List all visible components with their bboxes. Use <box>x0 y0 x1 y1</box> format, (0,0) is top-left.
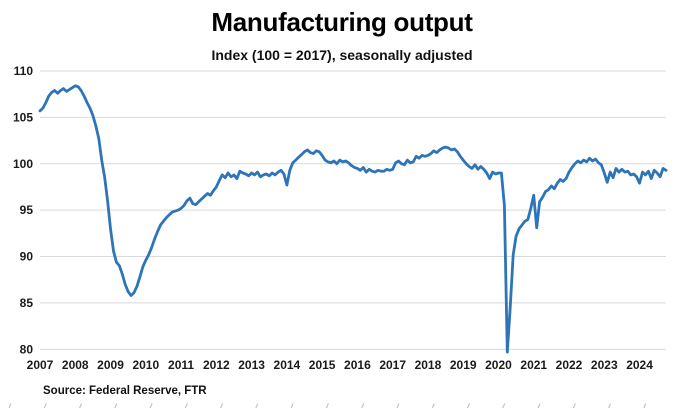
x-tick-label-2020: 2020 <box>485 358 512 372</box>
chart-title: Manufacturing output <box>211 7 473 37</box>
bottom-tick-mark <box>325 403 329 408</box>
bottom-tick-mark <box>608 403 612 408</box>
x-tick-label-2019: 2019 <box>450 358 477 372</box>
y-tick-label-95: 95 <box>20 203 34 217</box>
gridlines <box>40 70 666 350</box>
x-tick-label-2015: 2015 <box>309 358 336 372</box>
bottom-edge-tick-marks <box>8 403 647 408</box>
bottom-tick-mark <box>502 403 506 408</box>
bottom-tick-mark <box>431 403 435 408</box>
y-axis-tick-labels: 110 105 100 95 90 85 80 <box>13 64 33 356</box>
bottom-tick-mark <box>396 403 400 408</box>
x-tick-label-2011: 2011 <box>168 358 194 372</box>
x-tick-label-2017: 2017 <box>379 358 406 372</box>
y-tick-label-105: 105 <box>13 110 33 124</box>
bottom-tick-mark <box>572 403 576 408</box>
chart-subtitle: Index (100 = 2017), seasonally adjusted <box>211 47 473 63</box>
bottom-tick-mark <box>43 403 47 408</box>
x-tick-label-2021: 2021 <box>520 358 547 372</box>
bottom-tick-mark <box>78 403 83 408</box>
x-tick-label-2024: 2024 <box>626 358 653 372</box>
bottom-tick-mark <box>537 403 541 408</box>
x-tick-label-2013: 2013 <box>238 358 265 372</box>
bottom-tick-mark <box>290 403 294 408</box>
x-tick-label-2018: 2018 <box>415 358 442 372</box>
x-axis-tick-labels: 2007 2008 2009 2010 2011 2012 2013 2014 2015 2016… <box>27 358 654 372</box>
x-tick-label-2010: 2010 <box>132 358 159 372</box>
y-tick-label-80: 80 <box>20 342 34 356</box>
bottom-tick-mark <box>643 403 647 408</box>
y-tick-label-90: 90 <box>20 250 34 264</box>
y-tick-label-110: 110 <box>14 64 34 78</box>
x-tick-label-2023: 2023 <box>591 358 618 372</box>
x-tick-label-2009: 2009 <box>97 358 124 372</box>
bottom-tick-mark <box>114 403 118 408</box>
x-tick-label-2012: 2012 <box>203 358 230 372</box>
x-tick-label-2007: 2007 <box>27 358 54 372</box>
y-tick-label-85: 85 <box>20 296 34 310</box>
source-note: Source: Federal Reserve, FTR <box>43 385 207 397</box>
bottom-tick-mark <box>220 403 224 408</box>
bottom-tick-mark <box>149 403 153 408</box>
bottom-tick-mark <box>466 403 471 408</box>
data-line-manufacturing-output <box>38 84 668 354</box>
x-tick-label-2016: 2016 <box>344 358 371 372</box>
bottom-tick-mark <box>361 403 365 408</box>
x-tick-label-2022: 2022 <box>556 358 583 372</box>
x-tick-label-2008: 2008 <box>62 358 89 372</box>
bottom-tick-mark <box>8 403 12 408</box>
x-tick-label-2014: 2014 <box>274 358 301 372</box>
bottom-tick-mark <box>255 403 259 408</box>
y-tick-label-100: 100 <box>13 157 33 171</box>
bottom-tick-mark <box>184 403 188 408</box>
